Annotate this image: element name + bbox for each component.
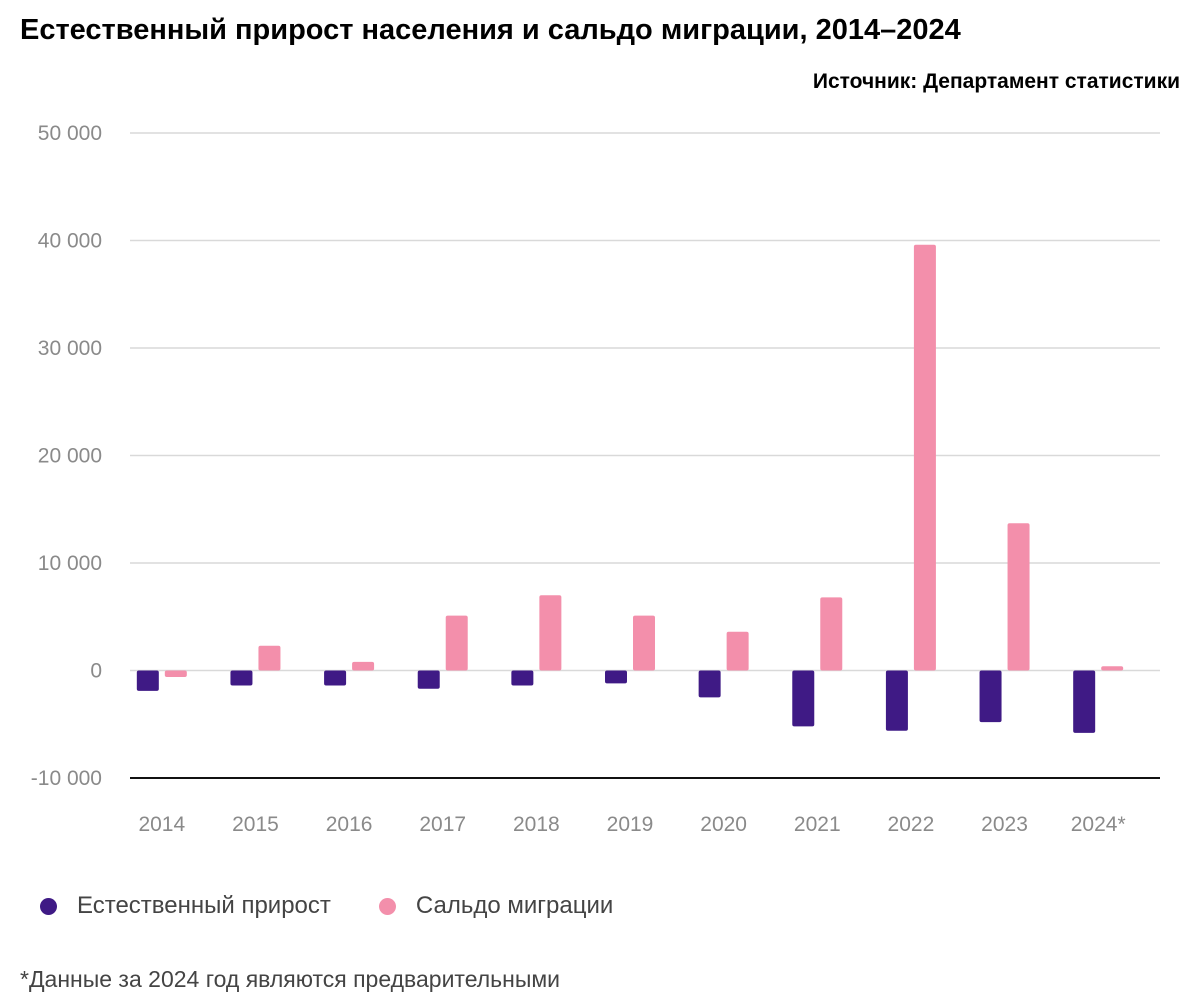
bar-natural-growth [324,670,347,686]
y-tick-label: 50 000 [38,122,102,145]
bar-natural-growth [792,670,815,727]
legend-dot-natural-growth [40,897,57,915]
legend-label-natural-growth: Естественный прирост [77,892,331,919]
y-tick-label: -10 000 [31,767,102,790]
x-tick-label: 2023 [981,813,1028,836]
y-tick-label: 0 [90,660,102,683]
bar-migration [913,244,936,671]
x-tick-label: 2022 [888,813,935,836]
x-tick-label: 2016 [326,813,373,836]
bar-natural-growth [1073,670,1096,733]
x-tick-label: 2019 [607,813,654,836]
bar-migration [1007,523,1030,671]
bar-migration [820,597,843,671]
bar-migration [633,615,655,671]
bar-migration [539,595,562,671]
bar-natural-growth [885,670,908,731]
bar-migration [1101,666,1124,671]
x-tick-label: 2020 [700,813,747,836]
bar-natural-growth [230,670,253,686]
bar-migration [352,661,375,671]
bar-migration [164,670,187,677]
legend-item-natural-growth: Естественный прирост [40,892,331,920]
legend-dot-migration [378,897,396,915]
y-tick-label: 30 000 [38,337,102,360]
legend-item-migration: Сальдо миграции [378,892,614,920]
bar-natural-growth [417,670,440,689]
footnote: *Данные за 2024 год являются предварител… [20,966,561,992]
bar-natural-growth [511,670,534,686]
x-tick-label: 2021 [794,813,841,836]
bar-natural-growth [605,670,627,684]
bar-natural-growth [136,670,159,691]
chart: 50 000 40 000 30 000 20 000 10 000 0 -10 000 20… [31,122,1160,836]
bar-migration [258,645,281,671]
y-tick-label: 20 000 [38,445,102,468]
legend-label-migration: Сальдо миграции [415,892,614,919]
bar-migration [445,615,468,671]
x-tick-label: 2014 [138,813,185,836]
y-tick-label: 10 000 [38,552,102,575]
bar-natural-growth [698,670,721,698]
bar-migration [726,631,749,671]
x-tick-label: 2015 [232,813,279,836]
bar-natural-growth [979,670,1002,723]
x-tick-label: 2018 [513,813,560,836]
chart-title: Естественный прирост населения и сальдо … [20,14,961,46]
legend: Естественный прирост Сальдо миграции [40,892,661,920]
source-note: Источник: Департамент статистики [812,70,1180,93]
x-tick-label: 2017 [419,813,466,836]
x-tick-label: 2024* [1071,813,1126,836]
y-tick-label: 40 000 [38,230,102,253]
